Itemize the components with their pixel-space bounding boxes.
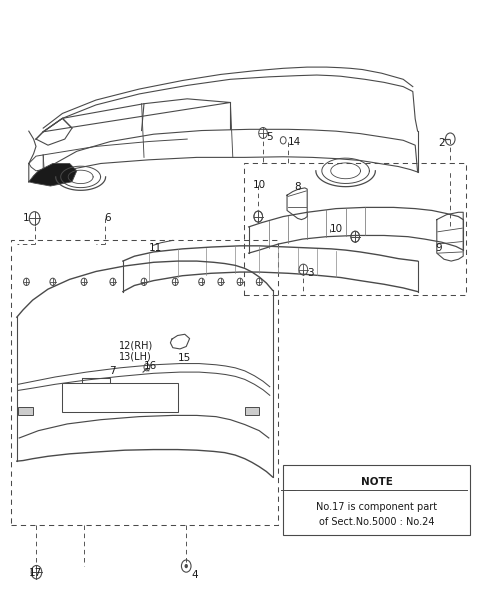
Bar	[283, 465, 470, 535]
Text: of Sect.No.5000 : No.24: of Sect.No.5000 : No.24	[319, 517, 434, 527]
Text: 2: 2	[438, 138, 445, 148]
Text: 10: 10	[252, 180, 265, 190]
Text: 13(LH): 13(LH)	[119, 352, 152, 362]
Text: 10: 10	[330, 224, 343, 234]
Bar	[62, 383, 178, 412]
Text: 9: 9	[435, 243, 442, 253]
Bar	[245, 407, 259, 415]
Text: 4: 4	[191, 570, 198, 580]
Text: 12(RH): 12(RH)	[119, 341, 153, 351]
Text: 14: 14	[288, 137, 301, 146]
Text: 5: 5	[266, 132, 273, 142]
Text: 7: 7	[109, 366, 116, 376]
Bar	[11, 240, 278, 525]
Text: 16: 16	[144, 361, 157, 371]
Text: 6: 6	[105, 214, 111, 223]
Bar	[244, 163, 466, 295]
Text: 3: 3	[307, 268, 314, 278]
Text: No.17 is component part: No.17 is component part	[316, 502, 437, 512]
Text: 8: 8	[295, 182, 301, 192]
Polygon shape	[29, 163, 77, 186]
Text: 17: 17	[29, 569, 42, 578]
Bar	[18, 407, 33, 415]
Text: 1: 1	[23, 214, 30, 223]
Circle shape	[184, 564, 188, 569]
Text: 11: 11	[149, 243, 162, 253]
Text: NOTE: NOTE	[361, 476, 393, 487]
Text: 15: 15	[178, 353, 191, 363]
